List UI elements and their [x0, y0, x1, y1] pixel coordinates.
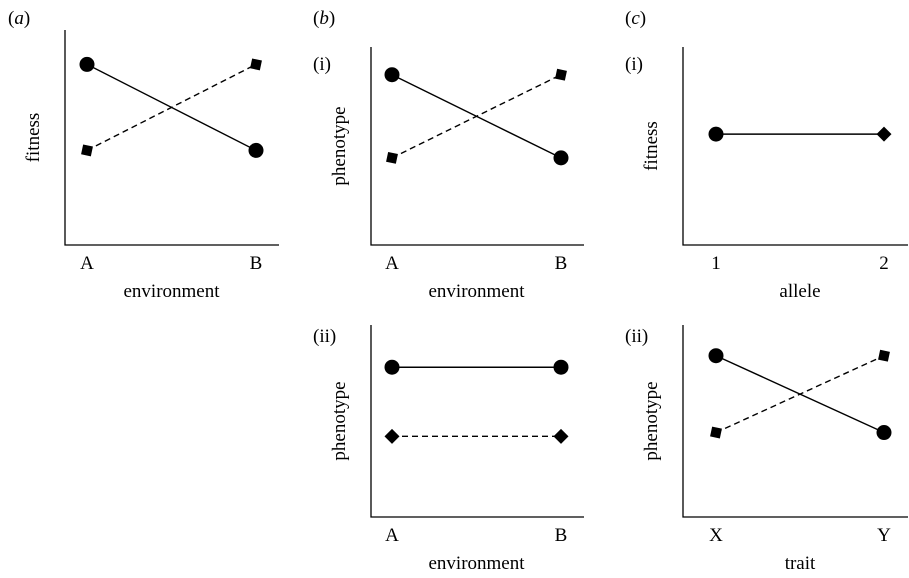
chart-panel-c-ii: (ii) phenotype trait X Y [625, 325, 908, 574]
data-point-a-1-0 [81, 144, 93, 157]
tick-label-c-i-0: 1 [711, 253, 721, 274]
sublabel-b-i: (i) [313, 54, 331, 75]
tick-label-b-i-1: B [555, 253, 568, 274]
panel-letter-b: (b) [313, 8, 335, 29]
tick-label-c-ii-0: X [709, 525, 723, 546]
panel-letter-c: (c) [625, 8, 646, 29]
sublabel-c-i: (i) [625, 54, 643, 75]
y-axis-label-c-i: fitness [641, 121, 662, 171]
chart-panel-c-i: (i) fitness allele 1 2 [625, 47, 908, 302]
data-point-a-0-0 [79, 56, 95, 72]
x-axis-label-a: environment [123, 281, 220, 302]
y-axis-label-c-ii: phenotype [641, 381, 662, 460]
data-point-b-ii-0-0 [384, 359, 400, 375]
axes-c-i [682, 47, 908, 246]
data-point-a-0-1 [248, 142, 264, 158]
data-point-c-i-0-0 [708, 126, 724, 142]
data-point-c-ii-0-1 [876, 425, 892, 441]
tick-label-a-1: B [250, 253, 263, 274]
series-line-a-1 [86, 63, 257, 152]
tick-label-c-ii-1: Y [877, 525, 891, 546]
y-axis-label-b-ii: phenotype [329, 381, 350, 460]
panel-letter-a: (a) [8, 8, 30, 29]
axes-b-i [370, 47, 584, 246]
chart-panel-b-i: (i) phenotype environment A B [313, 47, 584, 302]
data-point-b-ii-0-1 [553, 359, 569, 375]
data-point-b-i-1-1 [555, 68, 567, 81]
x-axis-label-c-i: allele [779, 281, 820, 302]
data-point-c-ii-1-0 [710, 426, 722, 439]
series-line-b-i-1 [391, 74, 562, 159]
tick-label-b-i-0: A [385, 253, 399, 274]
data-point-c-ii-1-1 [878, 349, 890, 362]
data-point-b-i-0-0 [384, 67, 400, 83]
x-axis-label-b-ii: environment [428, 553, 525, 574]
tick-label-b-ii-1: B [555, 525, 568, 546]
axes-b-ii [370, 325, 584, 518]
y-axis-label-b-i: phenotype [329, 106, 350, 185]
sublabel-c-ii: (ii) [625, 326, 648, 347]
x-axis-label-b-i: environment [428, 281, 525, 302]
tick-label-c-i-1: 2 [879, 253, 889, 274]
axes-c-ii [682, 325, 908, 518]
tick-label-b-ii-0: A [385, 525, 399, 546]
data-point-b-i-0-1 [553, 150, 569, 166]
data-point-a-1-1 [250, 58, 262, 71]
tick-label-a-0: A [80, 253, 94, 274]
chart-panel-b-ii: (ii) phenotype environment A B [313, 325, 584, 574]
data-point-b-i-1-0 [386, 151, 398, 164]
axes-a [64, 30, 279, 246]
series-line-c-ii-1 [715, 355, 885, 434]
chart-panels: fitness environment A B (i) phenotype environm… [23, 30, 908, 574]
chart-panel-a: fitness environment A B [23, 30, 279, 302]
data-point-b-ii-1-0 [384, 428, 400, 444]
data-point-c-ii-0-0 [708, 348, 724, 364]
data-point-b-ii-1-1 [553, 428, 569, 444]
data-point-c-i-0-1 [876, 126, 892, 142]
y-axis-label-a: fitness [23, 113, 44, 163]
x-axis-label-c-ii: trait [785, 553, 816, 574]
sublabel-b-ii: (ii) [313, 326, 336, 347]
